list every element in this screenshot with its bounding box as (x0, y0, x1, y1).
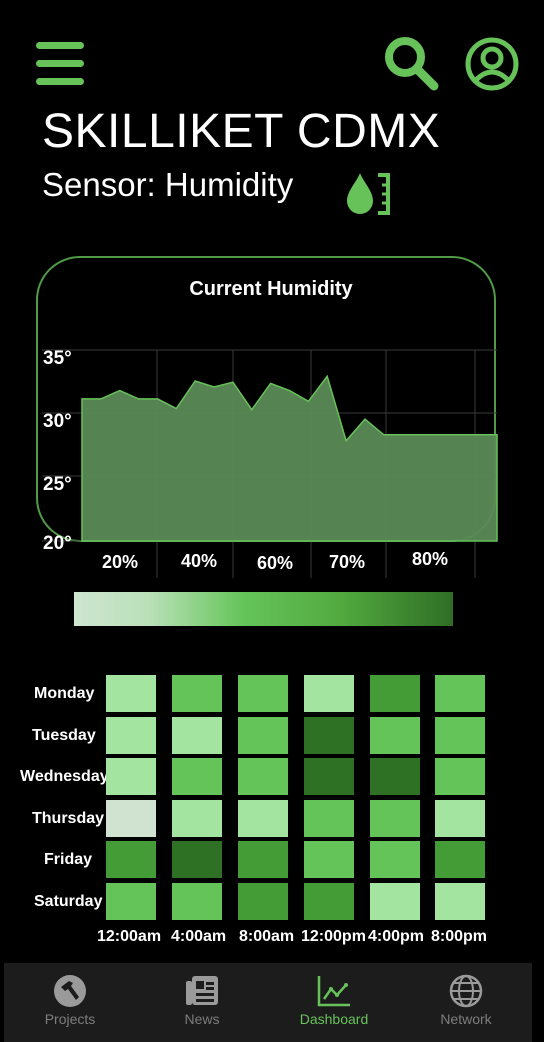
y-tick-label: 30° (43, 411, 72, 432)
heatmap-cell[interactable] (370, 800, 420, 837)
heatmap-cell[interactable] (304, 717, 354, 754)
x-tick-label: 40% (181, 551, 217, 571)
page-title: SKILLIKET CDMX (42, 105, 441, 158)
nav-label: Dashboard (299, 1011, 369, 1027)
heatmap-cell[interactable] (172, 800, 222, 837)
heatmap-cell[interactable] (172, 841, 222, 878)
chart-line-icon (317, 976, 350, 1007)
hammer-icon (54, 975, 86, 1007)
globe-icon (449, 974, 483, 1008)
sensor-subtitle: Sensor: Humidity (42, 166, 294, 203)
search-icon[interactable] (382, 34, 440, 92)
nav-label: Projects (44, 1011, 96, 1027)
x-tick-label: 20% (102, 552, 138, 572)
heatmap-cell[interactable] (238, 841, 288, 878)
humidity-drop-icon (347, 173, 390, 215)
heatmap-cell[interactable] (435, 800, 485, 837)
heatmap-cell[interactable] (238, 800, 288, 837)
heatmap-cell[interactable] (106, 675, 156, 712)
heatmap-cell[interactable] (370, 717, 420, 754)
heatmap-cell[interactable] (304, 800, 354, 837)
heatmap-day-label: Saturday (34, 893, 103, 910)
y-tick-label: 35° (43, 348, 72, 369)
heatmap-cell[interactable] (172, 883, 222, 920)
heatmap-day-label: Friday (44, 851, 93, 868)
heatmap-cell[interactable] (106, 800, 156, 837)
heatmap-time-label: 4:00pm (368, 928, 425, 945)
nav-label: News (184, 1011, 220, 1027)
x-tick-label: 60% (257, 553, 293, 573)
chart-title: Current Humidity (189, 278, 353, 300)
heatmap-cell[interactable] (435, 841, 485, 878)
newspaper-icon (186, 976, 218, 1005)
heatmap-cell[interactable] (238, 717, 288, 754)
heatmap-time-label: 12:00pm (301, 928, 366, 945)
profile-icon[interactable] (464, 36, 520, 92)
heatmap-cell[interactable] (106, 883, 156, 920)
x-tick-label: 70% (329, 552, 365, 572)
heatmap-day-label: Tuesday (32, 727, 96, 744)
heatmap-time-label: 12:00am (97, 928, 162, 945)
heatmap-cell[interactable] (106, 717, 156, 754)
heatmap-cell[interactable] (370, 841, 420, 878)
heatmap-time-label: 8:00am (239, 928, 295, 945)
hamburger-icon-bar (36, 78, 84, 85)
heatmap-cell[interactable] (106, 758, 156, 795)
nav-news[interactable]: News (136, 963, 268, 1042)
heatmap-cell[interactable] (435, 717, 485, 754)
weekly-heatmap: Monday Tuesday Wednesday Thursday Friday Satu… (0, 672, 544, 945)
heatmap-cell[interactable] (238, 883, 288, 920)
heatmap-day-label: Monday (34, 685, 95, 702)
hamburger-icon-bar (36, 60, 84, 67)
x-tick-label: 80% (412, 549, 448, 569)
nav-dashboard[interactable]: Dashboard (268, 963, 400, 1042)
heatmap-time-label: 8:00pm (431, 928, 488, 945)
bottom-navigation: Projects News Dashboard Netw (4, 963, 532, 1042)
heatmap-cell[interactable] (370, 883, 420, 920)
heatmap-cell[interactable] (238, 758, 288, 795)
humidity-gradient-scale (74, 592, 453, 626)
heatmap-cell[interactable] (435, 675, 485, 712)
hamburger-icon-bar (36, 42, 84, 49)
humidity-chart: 35° 30° 25° 20° 20% 40% 60% 70% 80% (42, 348, 498, 578)
heatmap-time-label: 4:00am (171, 928, 227, 945)
y-tick-label: 25° (43, 474, 72, 495)
menu-button[interactable] (36, 42, 84, 86)
heatmap-cell[interactable] (172, 758, 222, 795)
nav-projects[interactable]: Projects (4, 963, 136, 1042)
nav-label: Network (440, 1011, 492, 1027)
heatmap-cell[interactable] (435, 758, 485, 795)
heatmap-cell[interactable] (370, 675, 420, 712)
heatmap-cell[interactable] (304, 675, 354, 712)
nav-network[interactable]: Network (400, 963, 532, 1042)
heatmap-cell[interactable] (304, 841, 354, 878)
heatmap-cell[interactable] (304, 883, 354, 920)
heatmap-day-label: Wednesday (20, 768, 109, 785)
heatmap-day-label: Thursday (32, 810, 105, 827)
heatmap-cell[interactable] (172, 717, 222, 754)
heatmap-cell[interactable] (304, 758, 354, 795)
heatmap-cell[interactable] (106, 841, 156, 878)
heatmap-cell[interactable] (238, 675, 288, 712)
heatmap-cell[interactable] (435, 883, 485, 920)
humidity-area (81, 374, 498, 542)
heatmap-cell[interactable] (172, 675, 222, 712)
heatmap-cell[interactable] (370, 758, 420, 795)
y-tick-label: 20° (43, 533, 72, 554)
